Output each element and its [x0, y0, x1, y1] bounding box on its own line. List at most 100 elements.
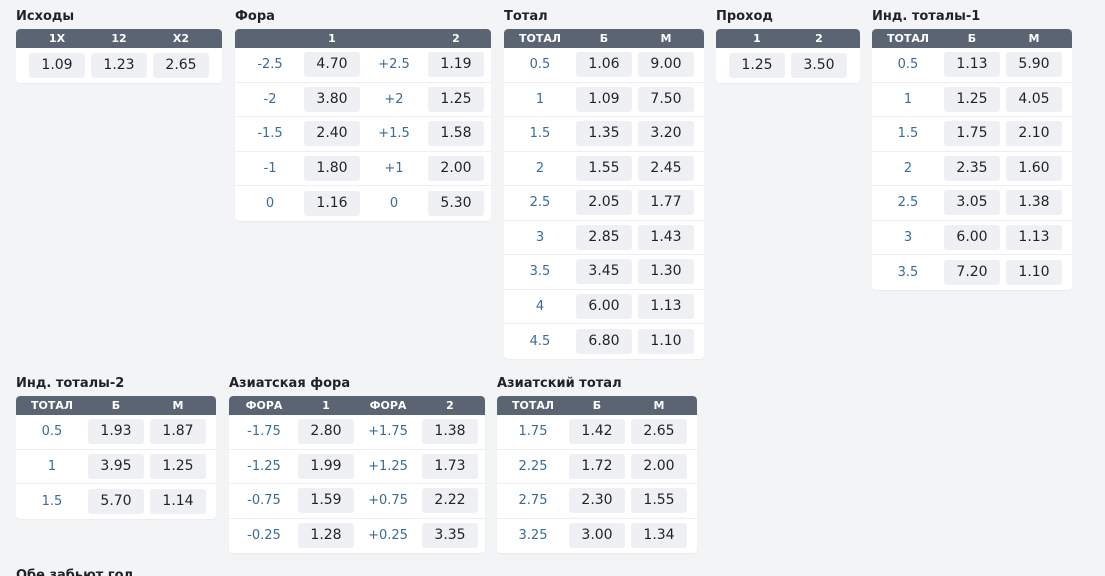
odds-button[interactable]: 2.22	[422, 488, 478, 514]
odds-button[interactable]: 2.45	[638, 155, 694, 181]
odds-button[interactable]: 1.25	[729, 52, 785, 78]
column-header: 12	[111, 32, 127, 45]
odds-button[interactable]: 2.80	[298, 419, 354, 445]
odds-button[interactable]: 6.80	[576, 328, 632, 354]
odds-button[interactable]: 1.16	[304, 190, 360, 216]
odds-button[interactable]: 1.80	[304, 155, 360, 181]
line-value: -2.5	[257, 57, 283, 73]
odds-button[interactable]: 3.05	[944, 190, 1000, 216]
odds-button[interactable]: 5.30	[428, 190, 484, 216]
odds-button[interactable]: 1.77	[638, 190, 694, 216]
table-cell: -1	[239, 161, 301, 176]
odds-button[interactable]: 2.35	[944, 155, 1000, 181]
odds-button[interactable]: 1.55	[576, 155, 632, 181]
odds-button[interactable]: 2.85	[576, 224, 632, 250]
odds-button[interactable]: 1.35	[576, 121, 632, 147]
line-value: +2	[384, 91, 404, 107]
odds-button[interactable]: 1.42	[569, 419, 625, 445]
odds-button[interactable]: 1.30	[638, 259, 694, 285]
column-header	[363, 29, 425, 48]
odds-button[interactable]: 4.05	[1006, 86, 1062, 112]
odds-button[interactable]: 1.19	[428, 52, 484, 78]
odds-button[interactable]: 1.14	[150, 488, 206, 514]
odds-button[interactable]: 2.10	[1006, 121, 1062, 147]
table-cell: 1.14	[147, 488, 209, 514]
odds-button[interactable]: 5.90	[1006, 52, 1062, 78]
odds-button[interactable]: 3.45	[576, 259, 632, 285]
odds-button[interactable]: 1.72	[569, 453, 625, 479]
odds-button[interactable]: 1.59	[298, 488, 354, 514]
line-value: -1.5	[257, 126, 283, 142]
table-cell: 1.19	[425, 52, 487, 78]
line-value: 1.75	[518, 424, 548, 440]
table-cell: 3.35	[419, 523, 481, 549]
odds-button[interactable]: 7.20	[944, 259, 1000, 285]
odds-button[interactable]: 1.93	[88, 419, 144, 445]
odds-button[interactable]: 3.95	[88, 453, 144, 479]
odds-button[interactable]: 1.25	[150, 453, 206, 479]
odds-button[interactable]: 3.50	[791, 52, 847, 78]
odds-button[interactable]: 1.38	[1006, 190, 1062, 216]
line-value: 2	[535, 160, 545, 176]
odds-button[interactable]: 2.00	[631, 453, 687, 479]
line-value: 4.5	[529, 333, 551, 349]
odds-button[interactable]: 2.40	[304, 121, 360, 147]
odds-button[interactable]: 1.13	[944, 52, 1000, 78]
odds-button[interactable]: 1.25	[428, 86, 484, 112]
odds-button[interactable]: 2.00	[428, 155, 484, 181]
table-cell: 1.23	[88, 52, 150, 78]
odds-button[interactable]: 7.50	[638, 86, 694, 112]
odds-button[interactable]: 6.00	[944, 224, 1000, 250]
odds-button[interactable]: 1.25	[944, 86, 1000, 112]
odds-button[interactable]: 6.00	[576, 293, 632, 319]
table-cell: 1.34	[628, 523, 690, 549]
column-header: 2	[446, 399, 454, 412]
line-value: +0.25	[368, 528, 408, 544]
odds-button[interactable]: 1.60	[1006, 155, 1062, 181]
odds-button[interactable]: 1.58	[428, 121, 484, 147]
odds-button[interactable]: 1.75	[944, 121, 1000, 147]
odds-button[interactable]: 1.10	[638, 328, 694, 354]
table-cell: 2.30	[566, 488, 628, 514]
odds-button[interactable]: 1.23	[91, 52, 147, 78]
column-header: ФОРА	[369, 399, 407, 412]
odds-button[interactable]: 3.80	[304, 86, 360, 112]
table-cell: 2.22	[419, 488, 481, 514]
odds-button[interactable]: 3.35	[422, 523, 478, 549]
odds-button[interactable]: 5.70	[88, 488, 144, 514]
odds-button[interactable]: 1.09	[29, 52, 85, 78]
table-cell: 1.72	[566, 453, 628, 479]
odds-button[interactable]: 1.55	[631, 488, 687, 514]
table-cell: 2.5	[875, 195, 941, 210]
odds-button[interactable]: 1.87	[150, 419, 206, 445]
odds-button[interactable]: 1.38	[422, 419, 478, 445]
odds-button[interactable]: 2.30	[569, 488, 625, 514]
odds-button[interactable]: 4.70	[304, 52, 360, 78]
table-row: 2 1.55 2.45	[504, 152, 704, 186]
odds-button[interactable]: 1.73	[422, 453, 478, 479]
odds-button[interactable]: 2.65	[153, 52, 209, 78]
table-cell: 2	[507, 161, 573, 176]
odds-button[interactable]: 1.09	[576, 86, 632, 112]
column-header: Б	[599, 32, 609, 45]
odds-button[interactable]: 1.43	[638, 224, 694, 250]
odds-button[interactable]: 9.00	[638, 52, 694, 78]
odds-button[interactable]: 3.00	[569, 523, 625, 549]
odds-button[interactable]: 1.13	[1006, 224, 1062, 250]
odds-button[interactable]: 1.13	[638, 293, 694, 319]
column-header: 2	[452, 32, 460, 45]
odds-button[interactable]: 1.34	[631, 523, 687, 549]
table-row: 1.5 5.70 1.14	[16, 484, 216, 519]
table-cell: -1.25	[233, 459, 295, 474]
odds-button[interactable]: 2.05	[576, 190, 632, 216]
table-cell: 2.45	[635, 155, 697, 181]
odds-button[interactable]: 2.65	[631, 419, 687, 445]
odds-button[interactable]: 1.10	[1006, 259, 1062, 285]
odds-button[interactable]: 3.20	[638, 121, 694, 147]
table-cell: +1	[363, 161, 425, 176]
odds-button[interactable]: 1.28	[298, 523, 354, 549]
market-title: Инд. тоталы-1	[872, 9, 981, 24]
odds-button[interactable]: 1.99	[298, 453, 354, 479]
table-cell: -2.5	[239, 57, 301, 72]
odds-button[interactable]: 1.06	[576, 52, 632, 78]
